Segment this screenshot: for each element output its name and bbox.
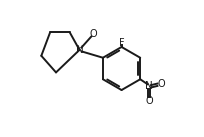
- Text: N: N: [76, 45, 83, 55]
- Text: F: F: [119, 38, 124, 48]
- Text: O: O: [145, 96, 153, 106]
- Text: O: O: [157, 79, 165, 89]
- Text: N: N: [145, 81, 153, 91]
- Text: O: O: [89, 29, 97, 39]
